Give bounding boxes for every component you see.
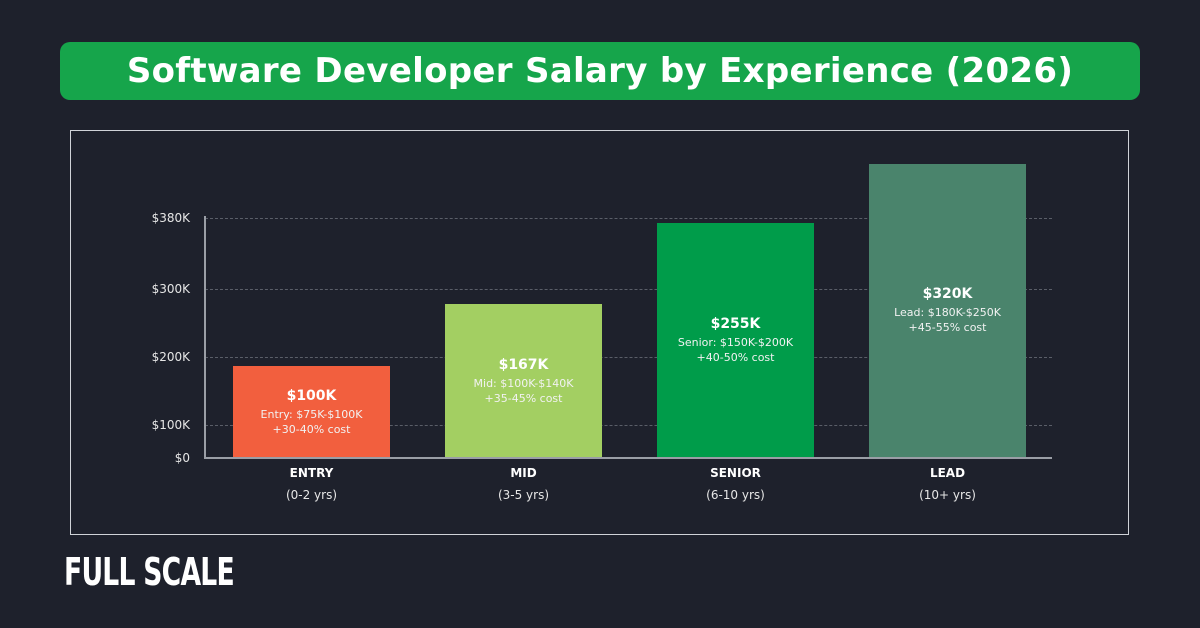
chart-frame — [70, 130, 1129, 535]
y-tick-label: $200K — [151, 350, 190, 364]
bar-note: +40-50% cost — [696, 351, 775, 365]
bar-note: +30-40% cost — [272, 422, 351, 436]
x-category-sublabel: (0-2 yrs) — [285, 488, 338, 502]
bar-lead: $320K Lead: $180K-$250K +45-55% cost — [869, 163, 1026, 458]
bar-entry: $100K Entry: $75K-$100K +30-40% cost — [233, 366, 390, 458]
bar-note: Senior: $150K-$200K — [677, 336, 794, 350]
y-tick-label: $100K — [151, 418, 190, 432]
bar-value-label: $167K — [498, 356, 549, 373]
bar-note: Mid: $100K-$140K — [473, 376, 574, 390]
x-category-sublabel: (10+ yrs) — [919, 488, 976, 502]
bar-note: +35-45% cost — [484, 391, 563, 405]
x-category-label: LEAD — [929, 466, 966, 480]
bar-senior: $255K Senior: $150K-$200K +40-50% cost — [657, 223, 814, 458]
chart-title: Software Developer Salary by Experience … — [60, 42, 1140, 100]
x-category-label: SENIOR — [710, 466, 761, 480]
full-scale-logo: FULL SCALE — [64, 550, 235, 594]
x-category-label: MID — [510, 466, 537, 480]
y-tick-label: $300K — [151, 282, 190, 296]
bar-value-label: $255K — [710, 316, 761, 333]
x-category-sublabel: (3-5 yrs) — [497, 488, 550, 502]
bar-note: +45-55% cost — [908, 321, 987, 335]
y-axis — [204, 216, 206, 459]
y-tick-label: $380K — [151, 211, 190, 225]
bar-note: Lead: $180K-$250K — [894, 306, 1001, 320]
x-category-label: ENTRY — [289, 466, 334, 480]
x-category-sublabel: (6-10 yrs) — [706, 488, 765, 502]
gridline — [205, 425, 1052, 426]
bar-value-label: $320K — [922, 286, 973, 303]
gridline — [205, 289, 1052, 290]
y-tick-label: $0 — [174, 451, 190, 465]
bar-note: Entry: $75K-$100K — [260, 407, 363, 421]
bar-value-label: $100K — [286, 387, 337, 404]
gridline — [205, 357, 1052, 358]
bar-mid: $167K Mid: $100K-$140K +35-45% cost — [445, 304, 602, 458]
gridline — [205, 218, 1052, 219]
x-axis — [204, 457, 1052, 459]
